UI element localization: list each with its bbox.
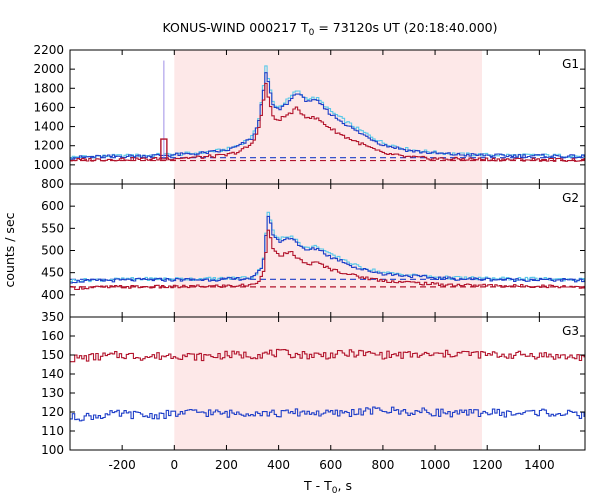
y-tick-label: 1400 xyxy=(33,120,64,134)
y-tick-label: 140 xyxy=(41,367,64,381)
series-blue xyxy=(70,215,585,284)
panel-g2: 350 400 450 500 550 600 G2 xyxy=(41,183,586,324)
title-subscript: 0 xyxy=(309,28,315,38)
y-tick-label: 150 xyxy=(41,348,64,362)
series-light-blue xyxy=(70,211,585,283)
y-tick-label: 550 xyxy=(41,221,64,235)
x-tick-label: 600 xyxy=(319,458,342,472)
xlabel-subscript: 0 xyxy=(332,486,338,496)
panel-label: G2 xyxy=(562,191,579,205)
title-prefix: KONUS-WIND 000217 T xyxy=(162,20,308,35)
title-suffix: = 73120s UT (20:18:40.000) xyxy=(314,20,497,35)
x-axis-title: T - T0, s xyxy=(303,478,352,496)
panels: 8001000120014001600180020002200G13504004… xyxy=(33,43,586,472)
xlabel-prefix: T - T xyxy=(303,478,332,493)
y-tick-label: 2000 xyxy=(33,62,64,76)
y-tick-label: 160 xyxy=(41,329,64,343)
highlight-region xyxy=(174,50,482,184)
precursor-red-bar xyxy=(160,138,168,161)
series-red xyxy=(70,229,585,291)
y-tick-label: 600 xyxy=(41,199,64,213)
xlabel-suffix: , s xyxy=(338,478,352,493)
panel-g1: 800 1000 1200 1400 1600 1800 2000 2200 G1 xyxy=(33,43,586,191)
x-tick-label: -200 xyxy=(109,458,136,472)
chart-title: KONUS-WIND 000217 T0 = 73120s UT (20:18:… xyxy=(162,20,497,38)
y-tick-label: 110 xyxy=(41,424,64,438)
y-tick-label: 500 xyxy=(41,244,64,258)
y-tick-label: 1200 xyxy=(33,139,64,153)
y-tick-label: 2200 xyxy=(33,43,64,57)
y-axis-title: counts / sec xyxy=(2,212,17,287)
x-tick-label: 200 xyxy=(215,458,238,472)
panel-frame xyxy=(69,316,586,451)
x-tick-label: 0 xyxy=(170,458,178,472)
series-red xyxy=(70,348,585,363)
panel-label: G1 xyxy=(562,57,579,71)
y-tick-label: 400 xyxy=(41,288,64,302)
y-tick-label: 130 xyxy=(41,386,64,400)
x-tick-label: 1000 xyxy=(420,458,451,472)
x-tick-label: 1200 xyxy=(472,458,503,472)
y-tick-label: 100 xyxy=(41,443,64,457)
y-tick-label: 800 xyxy=(41,177,64,191)
highlight-region xyxy=(174,317,482,450)
panel-label: G3 xyxy=(562,324,579,338)
x-tick-label: 400 xyxy=(267,458,290,472)
series-blue xyxy=(70,406,585,422)
highlight-region xyxy=(174,184,482,317)
panel-g3: 100 110 120 130 140 150 160 G3 xyxy=(41,316,586,457)
y-tick-label: 350 xyxy=(41,310,64,324)
series-red xyxy=(70,82,585,162)
y-tick-label: 450 xyxy=(41,266,64,280)
y-tick-label: 1800 xyxy=(33,81,64,95)
y-tick-label: 1600 xyxy=(33,100,64,114)
y-tick-label: 120 xyxy=(41,405,64,419)
series-blue xyxy=(70,72,585,160)
x-tick-label: 1400 xyxy=(524,458,555,472)
y-tick-label: 1000 xyxy=(33,158,64,172)
x-tick-label: 800 xyxy=(371,458,394,472)
